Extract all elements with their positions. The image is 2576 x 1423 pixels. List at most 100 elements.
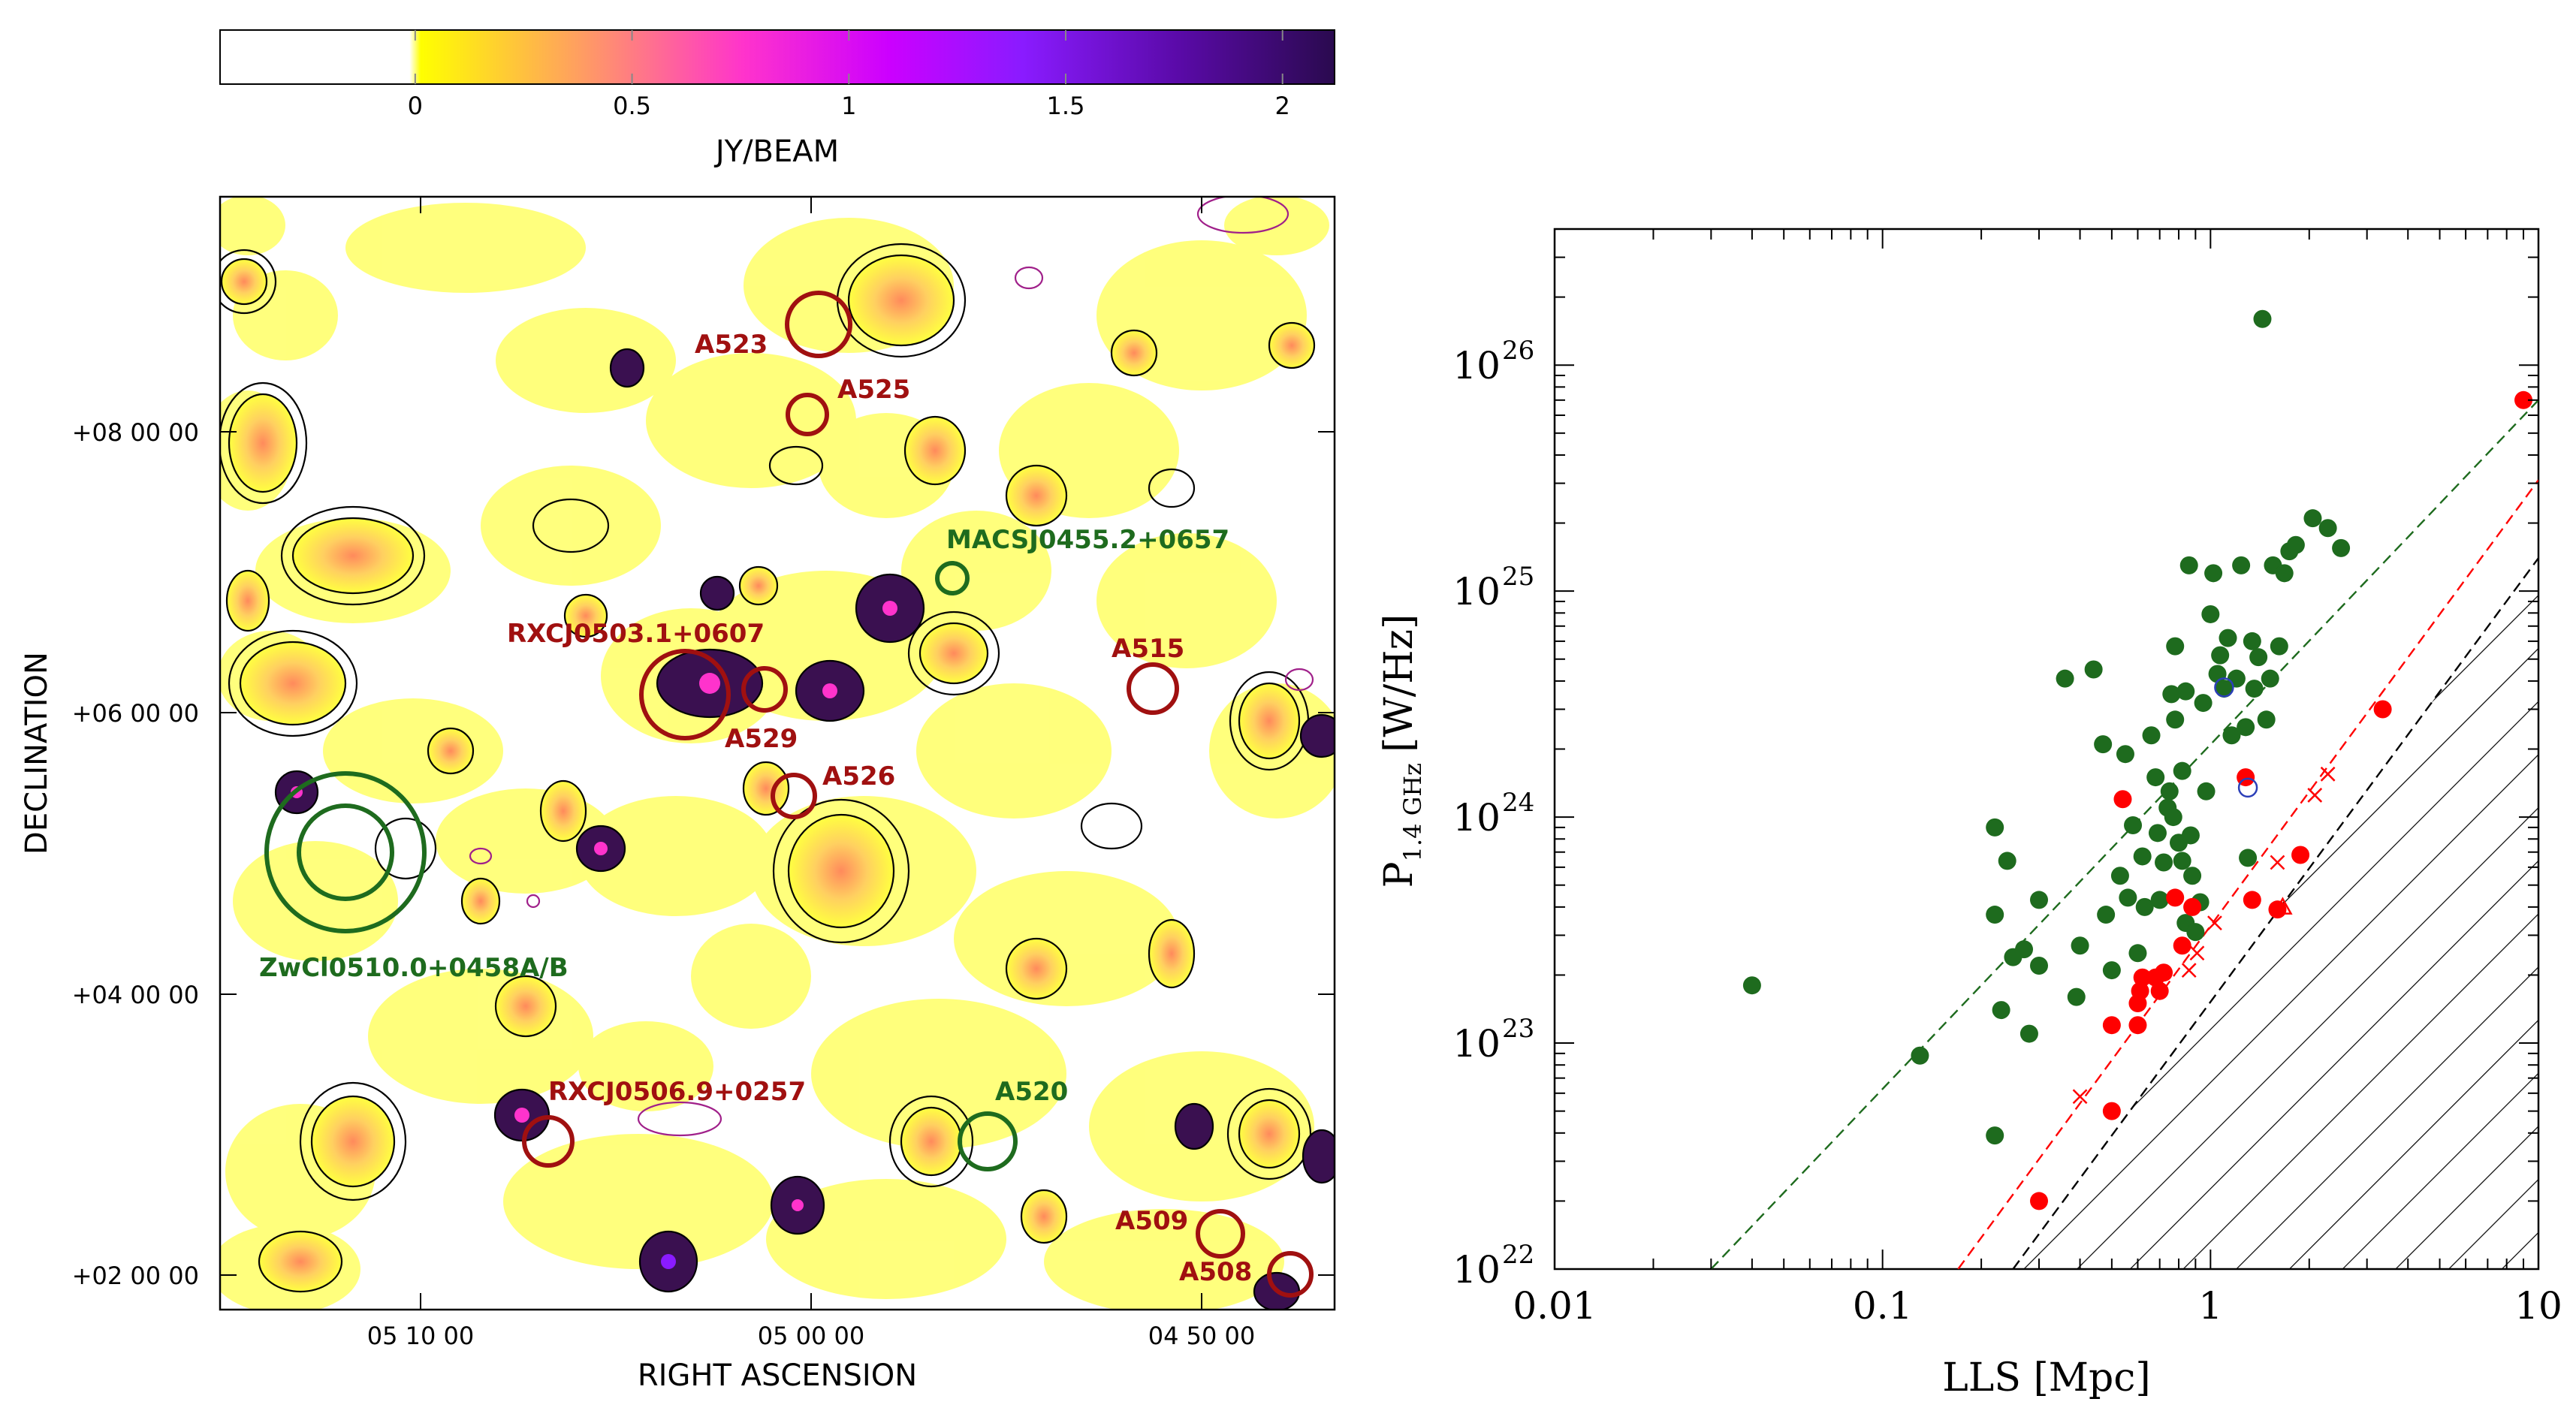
map-ylabel: DECLINATION	[20, 652, 54, 855]
point-red-dots	[2102, 1102, 2121, 1120]
cluster-label-a509: A509	[1115, 1206, 1188, 1236]
point-green-dots	[2019, 1024, 2038, 1043]
point-green-dots	[2253, 309, 2272, 328]
map-ra-tick-labels: 05 10 00 05 00 00 04 50 00	[367, 1322, 1256, 1350]
cluster-marker-a523	[785, 291, 852, 358]
point-red-crosses	[2207, 915, 2222, 930]
cluster-marker-macsj0455	[935, 561, 970, 595]
point-green-dots	[1986, 818, 2004, 837]
cluster-label-a508: A508	[1179, 1257, 1252, 1287]
point-red-dots	[2183, 897, 2202, 916]
point-green-dots	[2128, 944, 2147, 963]
point-red-dots	[2291, 846, 2310, 864]
colorbar-tick-label: 0	[408, 92, 423, 120]
point-green-dots	[2173, 852, 2191, 870]
point-green-dots	[2176, 682, 2195, 701]
point-green-dots	[1911, 1046, 1929, 1065]
point-green-dots	[2110, 867, 2129, 885]
point-green-dots	[2030, 891, 2049, 909]
cluster-label-a515: A515	[1112, 634, 1184, 664]
axis-ticks	[1554, 228, 2539, 1270]
point-green-dots	[2183, 867, 2202, 885]
dec-label-04: +04 00 00	[72, 981, 199, 1009]
colorbar-tick-label: 0.5	[613, 92, 651, 120]
point-green-dots	[2160, 782, 2179, 800]
point-green-dots	[2239, 849, 2258, 867]
dec-label-08: +08 00 00	[72, 418, 199, 447]
cluster-label-rxcj0503: RXCJ0503.1+0607	[507, 619, 765, 649]
ra-label-0450: 04 50 00	[1148, 1322, 1256, 1350]
colorbar-label: JY/BEAM	[713, 134, 839, 169]
colorbar-tick-label: 1.5	[1047, 92, 1085, 120]
point-green-dots	[2084, 660, 2103, 679]
ra-label-0510: 05 10 00	[367, 1322, 475, 1350]
point-red-crosses	[2307, 788, 2323, 803]
y-tick-label: 10	[1452, 1248, 1501, 1292]
cluster-marker-a525	[786, 393, 829, 436]
cluster-label-a525: A525	[837, 375, 910, 405]
point-green-dots	[2155, 853, 2173, 872]
point-red-dots	[2128, 1016, 2147, 1035]
point-green-dots	[2094, 735, 2113, 754]
point-green-dots	[2166, 710, 2185, 729]
cluster-marker-a520	[958, 1111, 1018, 1171]
point-red-triangles	[2273, 897, 2293, 915]
point-red-dots	[2133, 968, 2152, 987]
point-red-dots	[2131, 981, 2149, 1000]
point-green-dots	[2124, 816, 2143, 834]
point-red-crosses	[2181, 963, 2197, 978]
map-xlabel: RIGHT ASCENSION	[638, 1358, 917, 1393]
point-green-dots	[2119, 888, 2137, 907]
ra-label-0500: 05 00 00	[758, 1322, 865, 1350]
point-red-dots	[2155, 963, 2173, 982]
point-green-dots	[2275, 564, 2294, 583]
point-red-dots	[2150, 981, 2169, 1000]
point-green-dots	[2249, 648, 2268, 667]
point-green-dots	[2194, 694, 2213, 713]
point-green-dots	[2222, 726, 2241, 745]
trend-lines	[1710, 399, 2538, 1269]
radio-map: A523 A525 MACSJ0455.2+0657 RXCJ0503.1+06…	[20, 195, 1336, 1393]
dec-label-02: +02 00 00	[72, 1262, 199, 1290]
point-green-dots	[2204, 564, 2223, 583]
point-red-dots	[2514, 390, 2533, 409]
point-red-dots	[2166, 888, 2185, 907]
point-green-dots	[2303, 509, 2322, 528]
colorbar: 0 0.5 1 1.5 2 JY/BEAM	[219, 29, 1335, 169]
point-green-dots	[2133, 847, 2152, 866]
cluster-marker-zwcl0510-inner	[297, 803, 394, 901]
colorbar-gradient	[219, 29, 1335, 85]
point-green-dots	[2257, 710, 2276, 729]
plot-xlabel: LLS [Mpc]	[1942, 1355, 2150, 1400]
point-green-dots	[2164, 808, 2182, 827]
y-tick-exponent: 25	[1502, 562, 1534, 592]
point-green-dots	[1998, 852, 2016, 870]
point-green-dots	[2186, 923, 2205, 942]
point-green-dots	[2166, 637, 2185, 656]
cluster-label-macsj0455: MACSJ0455.2+0657	[946, 525, 1229, 555]
point-green-dots	[2332, 538, 2351, 557]
cluster-label-a529: A529	[725, 724, 798, 754]
point-green-dots	[2215, 680, 2234, 698]
y-tick-label: 10	[1452, 344, 1501, 387]
x-tick-label: 1	[2198, 1284, 2222, 1328]
point-green-dots	[1986, 1126, 2004, 1145]
point-green-dots	[2116, 745, 2134, 764]
point-green-dots	[2067, 987, 2086, 1006]
map-ticks	[220, 197, 1335, 1310]
point-red-crosses	[2320, 766, 2336, 782]
point-red-dots	[2173, 936, 2191, 955]
y-tick-exponent: 26	[1502, 336, 1534, 366]
point-green-dots	[2261, 669, 2279, 688]
point-green-dots	[1742, 976, 1761, 995]
point-green-dots	[2162, 685, 2181, 704]
dec-label-06: +06 00 00	[72, 699, 199, 728]
point-green-dots	[2318, 519, 2337, 538]
point-red-dots	[2030, 1192, 2049, 1210]
x-tick-label: 0.01	[1513, 1284, 1596, 1328]
cluster-label-a526: A526	[822, 761, 895, 791]
point-green-dots	[2286, 535, 2305, 554]
point-green-dots	[2030, 956, 2049, 975]
point-green-dots	[1986, 906, 2004, 924]
